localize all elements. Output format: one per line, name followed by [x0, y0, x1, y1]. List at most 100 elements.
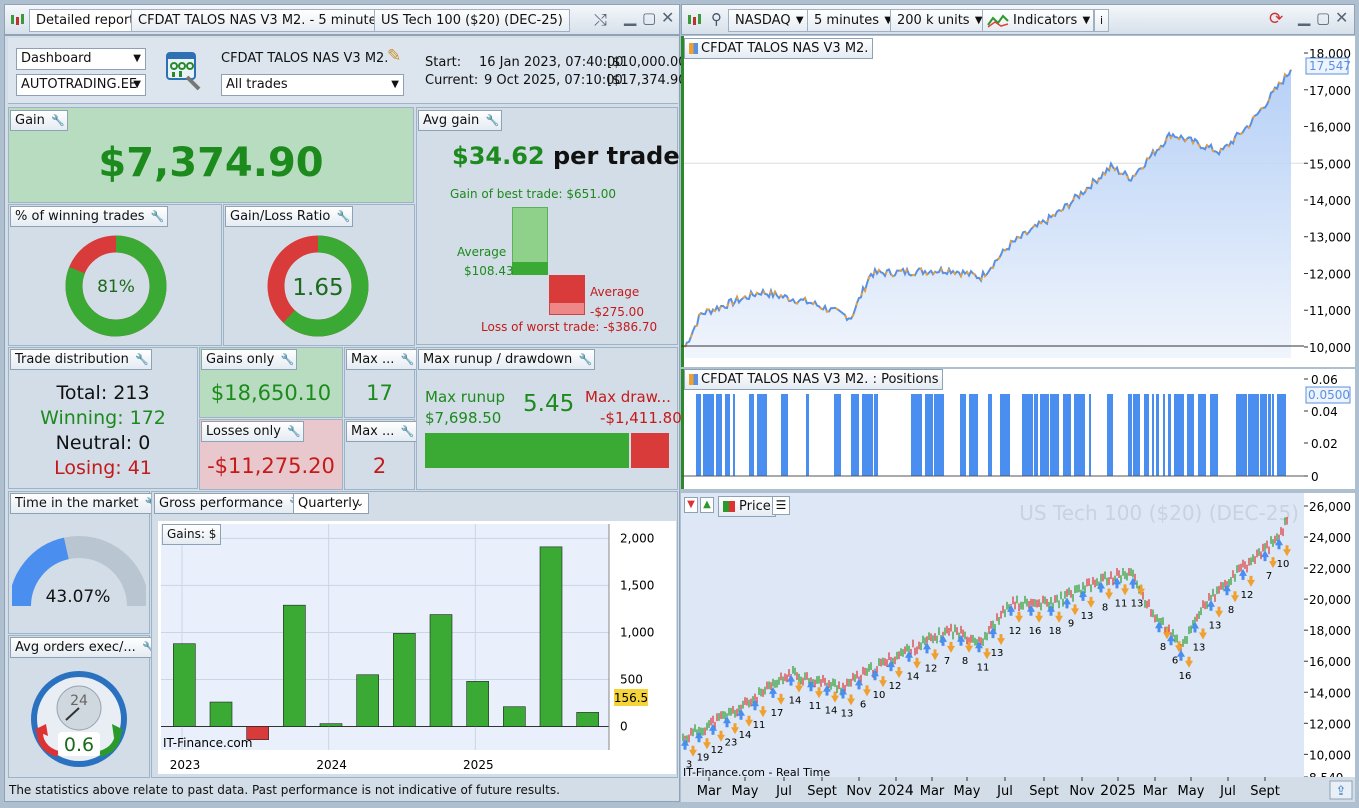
avg-orders-label[interactable]: Avg orders exec/... 🔧 [10, 637, 159, 658]
wrench-icon[interactable]: 🔧 [287, 425, 301, 438]
max-gains-label[interactable]: Max ... 🔧 [346, 349, 418, 370]
sell-marker-icon [689, 745, 697, 757]
minimize-icon[interactable]: ▁ [1298, 7, 1311, 26]
minimize-icon[interactable]: ▁ [624, 7, 637, 26]
winning-donut: 81% [65, 235, 167, 337]
tab-detailed-report[interactable]: Detailed report [29, 9, 142, 32]
gain-label[interactable]: Gain 🔧 [10, 110, 68, 131]
tab-system[interactable]: CFDAT TALOS NAS V3 M2. - 5 minutes [131, 9, 391, 32]
y-tick-label: 0 [620, 719, 628, 733]
start-capital: [$10,000.00] [607, 55, 692, 70]
max-losses-label[interactable]: Max ... 🔧 [346, 421, 418, 442]
buy-marker-icon [723, 716, 731, 728]
runup-label[interactable]: Max runup / drawdown 🔧 [418, 349, 596, 370]
position-bar [874, 394, 878, 476]
refresh-icon[interactable]: ⟳ [1269, 9, 1284, 29]
list-icon[interactable]: ☰ [772, 496, 790, 515]
position-bar [969, 394, 978, 476]
wrench-icon[interactable]: 🔧 [578, 353, 593, 366]
time-axis-label: Sept [807, 784, 837, 799]
position-bar [1277, 394, 1286, 476]
units-select[interactable]: 200 k units ▼ [890, 9, 987, 32]
winning-value: 81% [97, 277, 135, 297]
trades-filter-select[interactable]: All trades ▼ [221, 74, 404, 96]
gains-only-label[interactable]: Gains only 🔧 [201, 349, 298, 370]
drawdown-label-text: Max draw... [585, 388, 671, 406]
gross-label[interactable]: Gross performance🔧 [154, 493, 307, 514]
trade-count-label: 7 [1266, 571, 1272, 582]
sell-marker-icon [895, 667, 903, 679]
share-icon[interactable]: ⤭ [594, 10, 607, 29]
sell-arrow-icon[interactable]: ▼ [684, 497, 698, 513]
maximize-icon[interactable]: ▢ [642, 9, 657, 27]
trade-count-label: 12 [1241, 590, 1254, 601]
market-select[interactable]: NASDAQ ▼ [728, 9, 808, 32]
avg-gain-label[interactable]: Avg gain 🔧 [418, 110, 503, 131]
position-bar [696, 394, 701, 476]
position-bar [1168, 394, 1171, 476]
equity-current: 17,547 [1309, 59, 1351, 73]
time-axis-label: Sept [1250, 784, 1280, 799]
timeframe-select[interactable]: 5 minutes ▼ [807, 9, 897, 32]
account-select[interactable]: AUTOTRADING.EE ▼ [16, 74, 146, 96]
wrench-icon[interactable]: 🔧 [51, 114, 65, 127]
trade-count-label: 8 [1102, 603, 1108, 614]
buy-arrow-icon[interactable]: ▲ [700, 497, 714, 513]
report-settings-icon[interactable] [165, 51, 203, 91]
close-icon[interactable]: ✕ [1335, 8, 1349, 27]
tab-instrument[interactable]: US Tech 100 ($20) (DEC-25) [374, 9, 570, 32]
gross-bar [429, 614, 453, 727]
sell-marker-icon [1121, 584, 1129, 596]
link-icon[interactable]: ⚲ [711, 10, 722, 28]
position-bar [1198, 394, 1206, 476]
losses-only-label[interactable]: Losses only 🔧 [201, 421, 304, 442]
position-bar [749, 394, 754, 476]
position-bar [781, 394, 788, 476]
equity-label[interactable]: CFDAT TALOS NAS V3 M2. [684, 38, 874, 59]
buy-marker-icon [1177, 649, 1185, 661]
edit-icon[interactable]: ✎ [387, 46, 402, 66]
wrench-icon[interactable]: 🔧 [400, 353, 415, 366]
position-bar [703, 394, 714, 476]
scroll-to-end-button[interactable] [1329, 780, 1353, 800]
wrench-icon[interactable]: 🔧 [280, 353, 295, 366]
wrench-icon[interactable]: 🔧 [400, 425, 415, 438]
position-bar [1074, 394, 1085, 476]
equity-tick-label: 14,000 [1309, 194, 1351, 208]
price-tick-label: 16,000 [1309, 655, 1351, 669]
positions-label[interactable]: CFDAT TALOS NAS V3 M2. : Positions [684, 369, 944, 390]
buy-marker-icon [681, 738, 689, 750]
price-source: IT-Finance.com - Real Time [683, 766, 830, 779]
distribution-label[interactable]: Trade distribution 🔧 [10, 349, 152, 370]
view-select[interactable]: Dashboard ▼ [16, 48, 146, 70]
maximize-icon[interactable]: ▢ [1316, 9, 1331, 27]
buy-marker-icon [923, 642, 931, 654]
trade-count-label: 6 [1172, 655, 1178, 666]
trade-count-label: 7 [944, 656, 950, 667]
runup-ratio: 5.45 [523, 391, 575, 417]
trade-count-label: 12 [925, 663, 938, 674]
indicators-button[interactable]: Indicators ▼ [982, 9, 1095, 32]
buy-marker-icon [751, 699, 759, 711]
gain-loss-label[interactable]: Gain/Loss Ratio 🔧 [225, 206, 354, 227]
wrench-icon[interactable]: 🔧 [150, 210, 165, 223]
sell-marker-icon [1231, 591, 1239, 603]
winning-label[interactable]: % of winning trades 🔧 [10, 206, 168, 227]
time-market-label[interactable]: Time in the market🔧 [10, 493, 162, 514]
trade-count-label: 12 [889, 681, 902, 692]
wrench-icon[interactable]: 🔧 [135, 353, 149, 366]
buy-marker-icon [905, 650, 913, 662]
period-select[interactable]: Quarterly ⌄ [293, 493, 369, 514]
price-label[interactable]: Price [718, 496, 776, 517]
sell-marker-icon [717, 730, 725, 742]
price-watermark: US Tech 100 ($20) (DEC-25) [1019, 501, 1299, 525]
position-bar [1260, 394, 1267, 476]
info-icon[interactable]: i [1094, 9, 1110, 32]
buy-marker-icon [855, 678, 863, 690]
close-icon[interactable]: ✕ [661, 8, 675, 27]
wrench-icon[interactable]: 🔧 [485, 114, 500, 127]
sell-marker-icon [1199, 628, 1207, 640]
buy-marker-icon [807, 680, 815, 692]
trade-count-label: 8 [1228, 605, 1234, 616]
wrench-icon[interactable]: 🔧 [336, 210, 351, 223]
